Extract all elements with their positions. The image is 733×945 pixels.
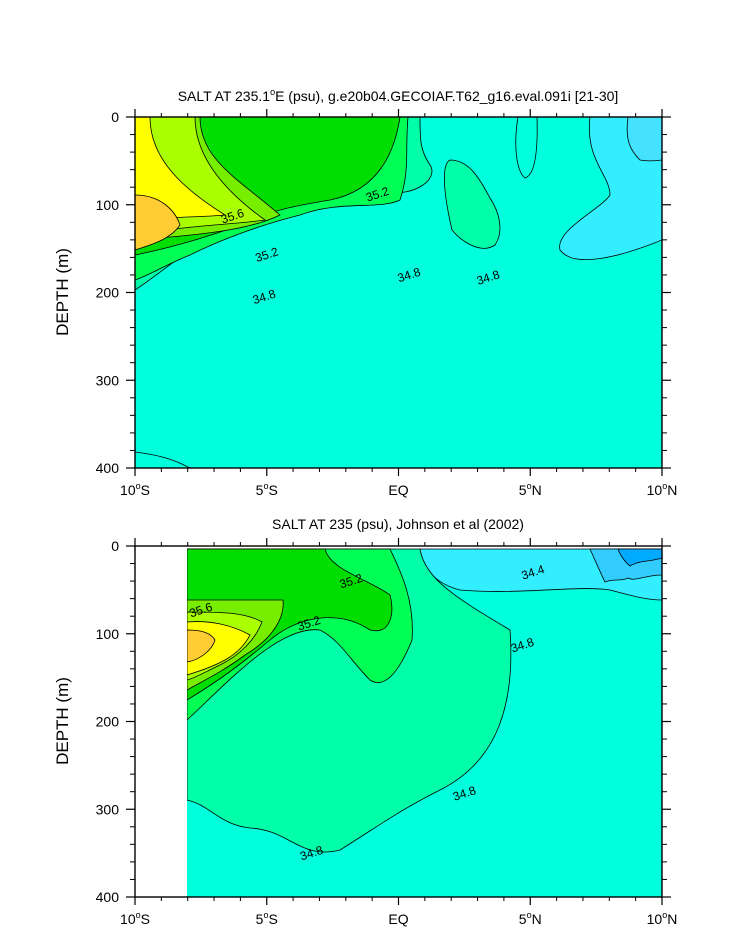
fill-36.0	[186, 629, 216, 663]
x-tick-label: 5oS	[256, 910, 278, 927]
contour-label: 34.8	[396, 265, 423, 286]
fill-34.8-bump	[444, 159, 501, 249]
panel-top-title: SALT AT 235.1oE (psu), g.e20b04.GECOIAF.…	[178, 87, 619, 104]
contour-label: 34.8	[509, 635, 536, 656]
contour-label: 35.6	[188, 600, 215, 621]
contour-deep-left	[135, 451, 191, 468]
x-tick-label: EQ	[388, 482, 408, 498]
panel-top: SALT AT 235.1oE (psu), g.e20b04.GECOIAF.…	[53, 87, 677, 498]
x-tick-label: 10oS	[120, 481, 150, 498]
panel-bottom-nodata	[135, 546, 187, 897]
y-tick-label: 100	[96, 626, 120, 642]
x-tick-label: 5oS	[256, 481, 278, 498]
panel-bottom-contour-labels: 35.2 34.4 35.6 35.2 34.8 34.8 34.8	[188, 562, 547, 863]
fill-34.2-region	[626, 117, 662, 162]
contour-label: 34.8	[475, 267, 502, 288]
fill-36.0	[135, 194, 181, 251]
y-tick-label: 300	[96, 801, 120, 817]
fill-35.2	[186, 548, 393, 701]
panel-bottom-contours	[186, 548, 662, 897]
contour-label: 35.6	[219, 206, 246, 227]
fill-34.0-region	[617, 548, 662, 567]
contour-label: 34.8	[251, 287, 278, 308]
x-tick-label: 5oN	[519, 481, 542, 498]
panel-bottom-title: SALT AT 235 (psu), Johnson et al (2002)	[272, 516, 524, 532]
x-tick-label: EQ	[388, 911, 408, 927]
y-tick-label: 200	[96, 714, 120, 730]
contour-label: 35.2	[253, 244, 280, 265]
panel-top-contours	[135, 117, 662, 468]
y-tick-label: 0	[111, 538, 119, 554]
panel-bottom-axes: 10oS 5oS EQ 5oN 10oN 0 100 200 300 400	[96, 538, 678, 927]
fill-tongue-5n	[515, 117, 538, 179]
contour-label: 34.8	[451, 783, 478, 804]
y-tick-label: 0	[111, 109, 119, 125]
y-tick-label: 400	[96, 460, 120, 476]
y-tick-label: 300	[96, 372, 120, 388]
contour-label: 35.2	[296, 613, 323, 634]
panel-bottom: SALT AT 235 (psu), Johnson et al (2002) …	[53, 516, 677, 927]
y-tick-label: 400	[96, 889, 120, 905]
y-tick-label: 100	[96, 197, 120, 213]
contour-label: 34.4	[520, 562, 547, 583]
x-tick-label: 10oN	[647, 481, 678, 498]
contour-label: 35.2	[364, 184, 391, 205]
contour-label: 34.8	[298, 843, 325, 864]
contour-label: 35.2	[338, 571, 365, 592]
x-tick-label: 10oN	[647, 910, 678, 927]
panel-top-contour-labels: 35.2 35.6 35.2 34.8 34.8 34.8	[219, 184, 501, 307]
panel-bottom-ylabel: DEPTH (m)	[53, 677, 72, 765]
x-tick-label: 5oN	[519, 910, 542, 927]
panel-top-ylabel: DEPTH (m)	[53, 248, 72, 336]
panel-top-axes: 10oS 5oS EQ 5oN 10oN 0 100 200 300 400	[96, 109, 678, 498]
y-tick-label: 200	[96, 285, 120, 301]
x-tick-label: 10oS	[120, 910, 150, 927]
